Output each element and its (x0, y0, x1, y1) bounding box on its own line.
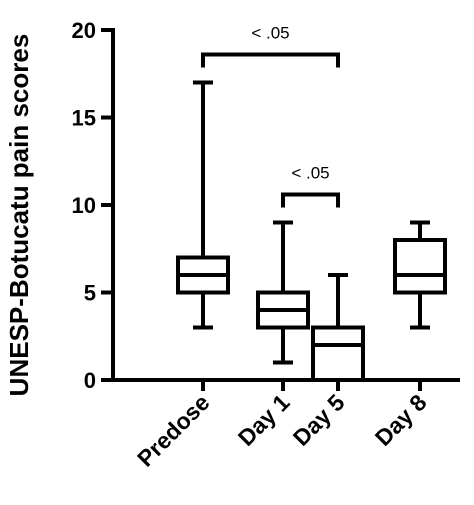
significance-annotations: < .05 < .05 (201, 24, 340, 208)
box-predose (176, 80, 230, 330)
iqr-box (311, 325, 365, 382)
y-tick-label: 5 (84, 281, 96, 306)
y-axis-label: UNESP-Botucatu pain scores (4, 34, 34, 397)
y-axis: 0 5 10 15 20 (72, 18, 115, 393)
x-tick-label: Day 5 (288, 389, 350, 451)
significance-bracket: < .05 (281, 164, 340, 208)
y-tick-label: 0 (84, 368, 96, 393)
x-tick-label: Day 1 (233, 389, 295, 451)
x-tick-label: Predose (132, 389, 215, 472)
iqr-box (393, 238, 447, 295)
box-day-5 (311, 273, 365, 382)
box-day-8 (393, 220, 447, 330)
y-tick-label: 10 (72, 193, 96, 218)
p-value-label: < .05 (291, 164, 329, 183)
x-tick-label: Day 8 (370, 389, 432, 451)
box-day-1 (256, 220, 310, 365)
y-tick-label: 15 (72, 106, 96, 131)
p-value-label: < .05 (251, 24, 289, 43)
boxes (176, 80, 447, 382)
y-tick-label: 20 (72, 18, 96, 43)
significance-bracket: < .05 (201, 24, 340, 68)
bracket-line (281, 192, 340, 208)
bracket-line (201, 52, 340, 68)
